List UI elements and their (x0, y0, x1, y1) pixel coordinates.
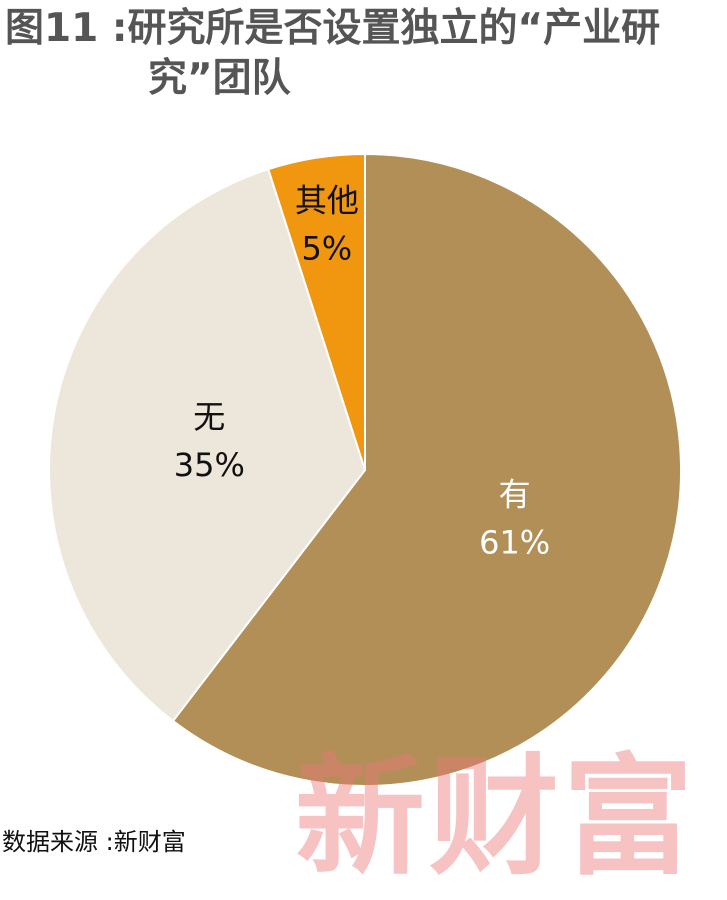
slice-label: 无 (193, 398, 225, 436)
slice-label: 其他 (295, 181, 359, 219)
chart: 有 61% 无 35% 其他 5% (48, 152, 682, 787)
watermark: 新财富 (295, 740, 698, 893)
source-note: 数据来源 :新财富 (2, 828, 186, 856)
page: 图11 :研究所是否设置独立的“产业研究”团队 有 61% 无 35% 其他 5% 新财富… (2, 6, 694, 893)
pie-slice (267, 152, 366, 471)
value-label: 61% (479, 524, 550, 562)
slice-label: 有 (499, 476, 531, 514)
value-label: 35% (174, 446, 245, 484)
chart-title: 图11 :研究所是否设置独立的“产业研究”团队 (5, 6, 661, 101)
value-label: 5% (301, 229, 352, 267)
pie-slice (171, 152, 682, 787)
pie-slice (48, 167, 367, 723)
